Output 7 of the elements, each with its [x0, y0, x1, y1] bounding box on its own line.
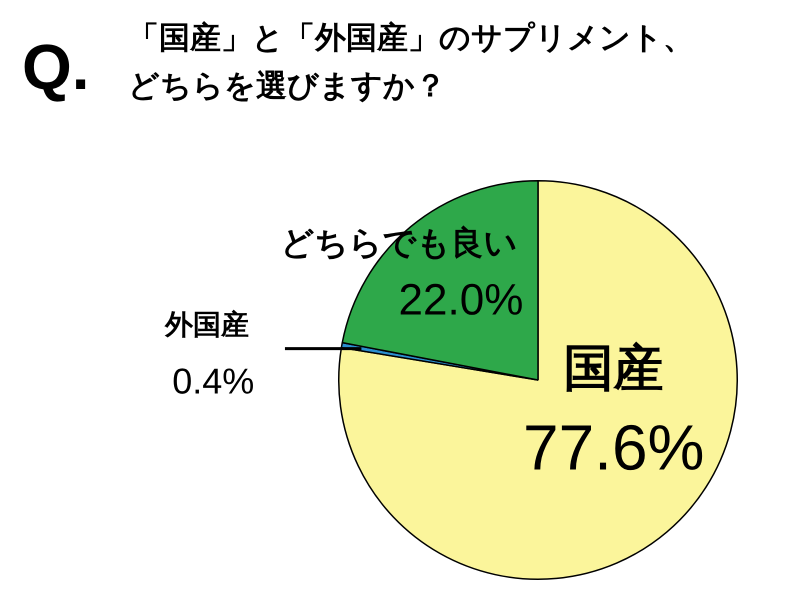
- data-label: 0.4%: [172, 360, 254, 402]
- data-label: 22.0%: [398, 275, 524, 324]
- chart-title: Q.: [22, 30, 90, 104]
- chart-subtitle: 「国産」と「外国産」のサプリメント、どちらを選びますか？: [128, 19, 695, 106]
- slice-label: 外国産: [164, 308, 250, 341]
- slice-label: 国産: [564, 339, 664, 398]
- data-label: 77.6%: [522, 411, 704, 484]
